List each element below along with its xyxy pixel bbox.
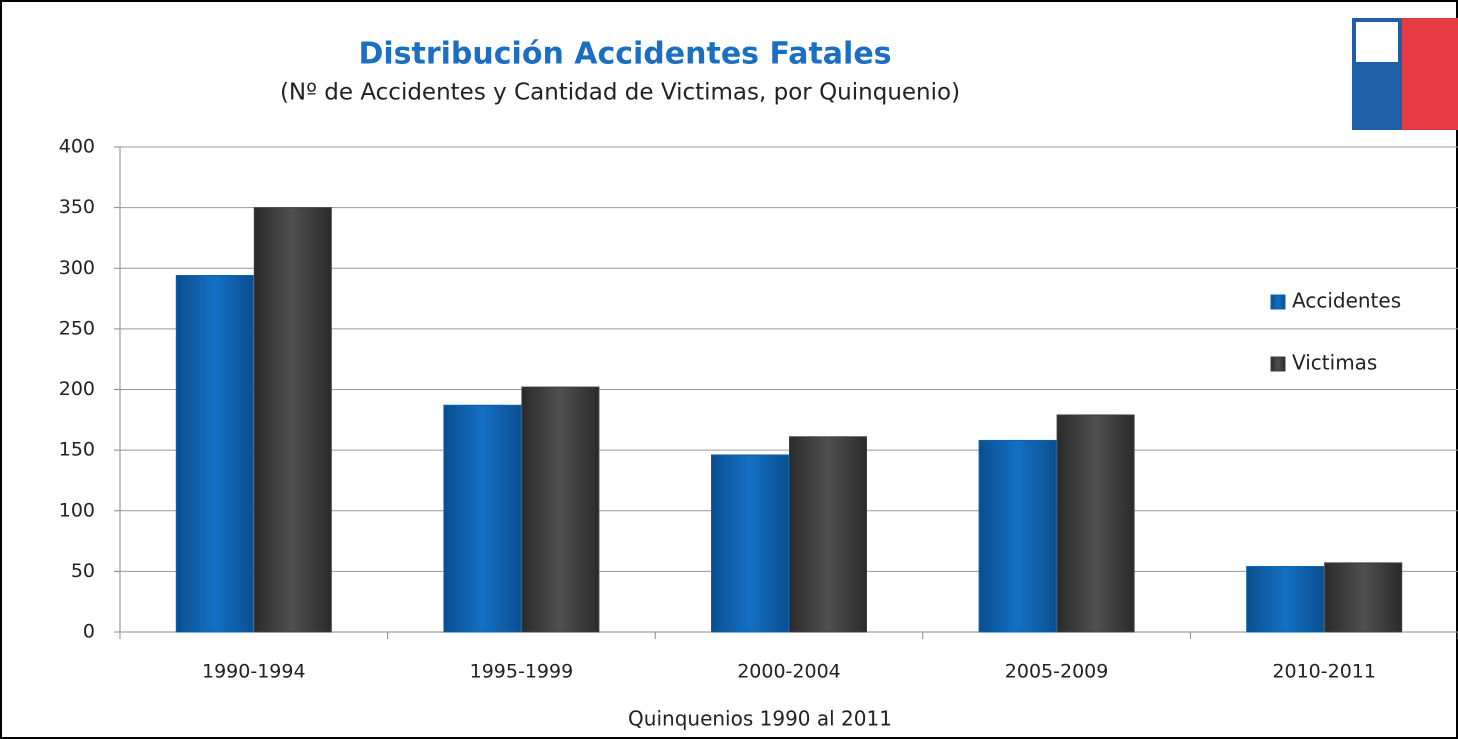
legend-swatch [1270,294,1286,310]
y-tick-label: 200 [59,378,95,400]
y-tick-label: 150 [59,439,95,461]
bar [1246,566,1325,633]
bar [253,207,332,633]
legend-swatch [1270,356,1286,372]
bar [443,404,522,633]
x-tick-label: 2005-2009 [1005,661,1109,683]
y-tick-label: 350 [59,196,95,218]
y-tick-label: 250 [59,317,95,339]
legend-label: Accidentes [1292,289,1401,313]
bar [978,439,1057,633]
bar [521,386,600,633]
x-tick-label: 1995-1999 [470,661,574,683]
bar [711,454,789,633]
chart-subtitle: (Nº de Accidentes y Cantidad de Victimas… [280,80,960,106]
x-tick-label: 2010-2011 [1272,661,1376,683]
logo [1352,18,1458,130]
y-tick-label: 100 [59,499,95,521]
y-tick-label: 300 [59,257,95,279]
bar [1056,414,1135,633]
y-tick-label: 400 [59,136,95,158]
y-tick-label: 50 [71,560,95,582]
bar [789,436,867,633]
x-tick-label: 2000-2004 [737,661,841,683]
x-axis-title: Quinquenios 1990 al 2011 [628,707,892,731]
bar [175,275,254,633]
legend-label: Victimas [1292,351,1377,375]
x-tick-label: 1990-1994 [202,661,306,683]
y-tick-label: 0 [83,621,95,643]
bar [1324,562,1403,633]
chart-title: Distribución Accidentes Fatales [358,37,891,72]
